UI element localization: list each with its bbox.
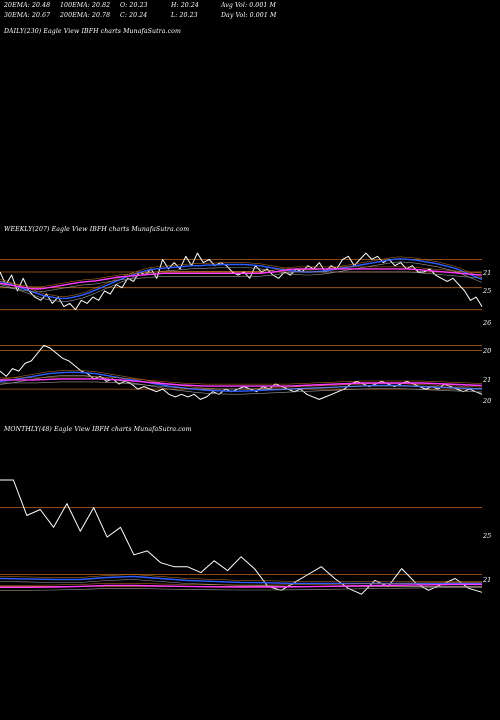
weekly-ytick-21: 21	[483, 269, 492, 277]
monthly-chart-label: MONTHLY(48) Eagle View IBFH charts Munaf…	[4, 426, 192, 433]
weekly-chart-label: WEEKLY(207) Eagle View IBFH charts Munaf…	[4, 226, 190, 233]
weekly-ema-line-1	[0, 258, 483, 300]
monthly-ema-line-2	[0, 583, 482, 588]
weekly-ema-orange-line	[0, 256, 483, 297]
monthly-ema-aux-line	[0, 579, 482, 587]
daily-ytick-21: 21	[483, 376, 492, 384]
daily-ema-aux-line	[0, 374, 483, 395]
monthly-ytick-25: 25	[483, 532, 492, 540]
stat-avg-vol: Avg Vol: 0.001 M	[221, 2, 276, 9]
weekly-ema-aux-line	[0, 271, 483, 293]
monthly-ema-aux-line	[0, 587, 482, 591]
daily-ema-aux-line	[0, 381, 483, 390]
monthly-ema-orange-line	[0, 582, 482, 586]
daily-ytick-20: 20	[483, 397, 492, 405]
daily-ema-line-2	[0, 378, 483, 387]
stat-high: H: 20.24	[171, 2, 199, 9]
stat-low: L: 20.23	[171, 12, 198, 19]
monthly-ytick-21: 21	[483, 576, 492, 584]
weekly-ema-aux-line	[0, 261, 483, 302]
stat-open: O: 20.23	[120, 2, 148, 9]
monthly-ema-orange-line	[0, 574, 482, 582]
weekly-ytick-20: 20	[483, 347, 492, 355]
daily-ema-orange-line	[0, 376, 483, 385]
stat-close: C: 20.24	[120, 12, 148, 19]
stat-ema20: 20EMA: 20.48	[4, 2, 51, 9]
daily-chart-label: DAILY(230) Eagle View IBFH charts Munafa…	[4, 28, 181, 35]
weekly-ytick-26: 26	[483, 319, 492, 327]
stat-ema30: 30EMA: 20.67	[4, 12, 51, 19]
stat-day-vol: Day Vol: 0.001 M	[221, 12, 277, 19]
stat-ema100: 100EMA: 20.82	[60, 2, 111, 9]
weekly-ytick-25: 25	[483, 287, 492, 295]
weekly-ema-line-2	[0, 268, 483, 290]
weekly-ema-orange-line	[0, 266, 483, 288]
stat-ema200: 200EMA: 20.78	[60, 12, 111, 19]
monthly-price-line-0	[0, 479, 483, 595]
